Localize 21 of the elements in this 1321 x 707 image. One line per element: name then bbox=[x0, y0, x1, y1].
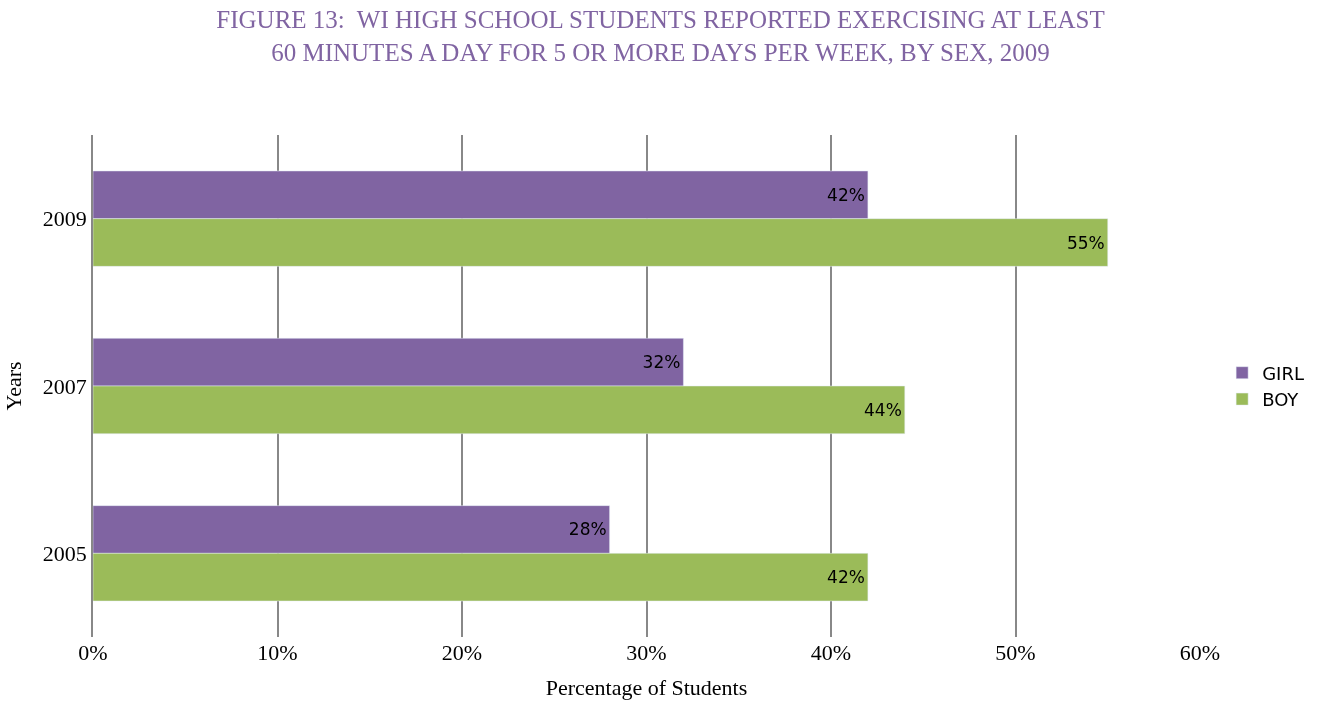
y-tick-label: 2005 bbox=[42, 541, 87, 567]
legend-label: GIRL bbox=[1262, 362, 1304, 384]
y-tick-label: 2009 bbox=[42, 206, 87, 232]
data-label: 28% bbox=[568, 519, 607, 540]
data-label: 32% bbox=[642, 352, 681, 373]
x-tick-label: 20% bbox=[441, 640, 483, 665]
chart-title: FIGURE 13: WI HIGH SCHOOL STUDENTS REPORTED EXERCISING AT LEAST 60 MINUTES A DAY FOR 5 OR MORE DAYS PER WEEK, BY SEX, 2009 bbox=[216, 6, 1105, 66]
y-axis-title: Years bbox=[1, 361, 27, 411]
x-axis-title: Percentage of Students bbox=[545, 674, 748, 700]
data-label: 42% bbox=[827, 184, 865, 205]
x-tick-label: 10% bbox=[257, 640, 298, 665]
legend-label: BOY bbox=[1262, 389, 1300, 411]
x-tick-label: 50% bbox=[995, 640, 1036, 665]
x-tick-label: 30% bbox=[626, 640, 667, 665]
data-label: 42% bbox=[827, 567, 865, 588]
y-tick-label: 2007 bbox=[42, 373, 87, 399]
x-tick-label: 40% bbox=[810, 640, 852, 665]
data-label: 44% bbox=[864, 399, 902, 420]
x-tick-label: 60% bbox=[1179, 640, 1221, 665]
x-tick-label: 0% bbox=[78, 640, 108, 665]
data-label: 55% bbox=[1066, 232, 1105, 253]
